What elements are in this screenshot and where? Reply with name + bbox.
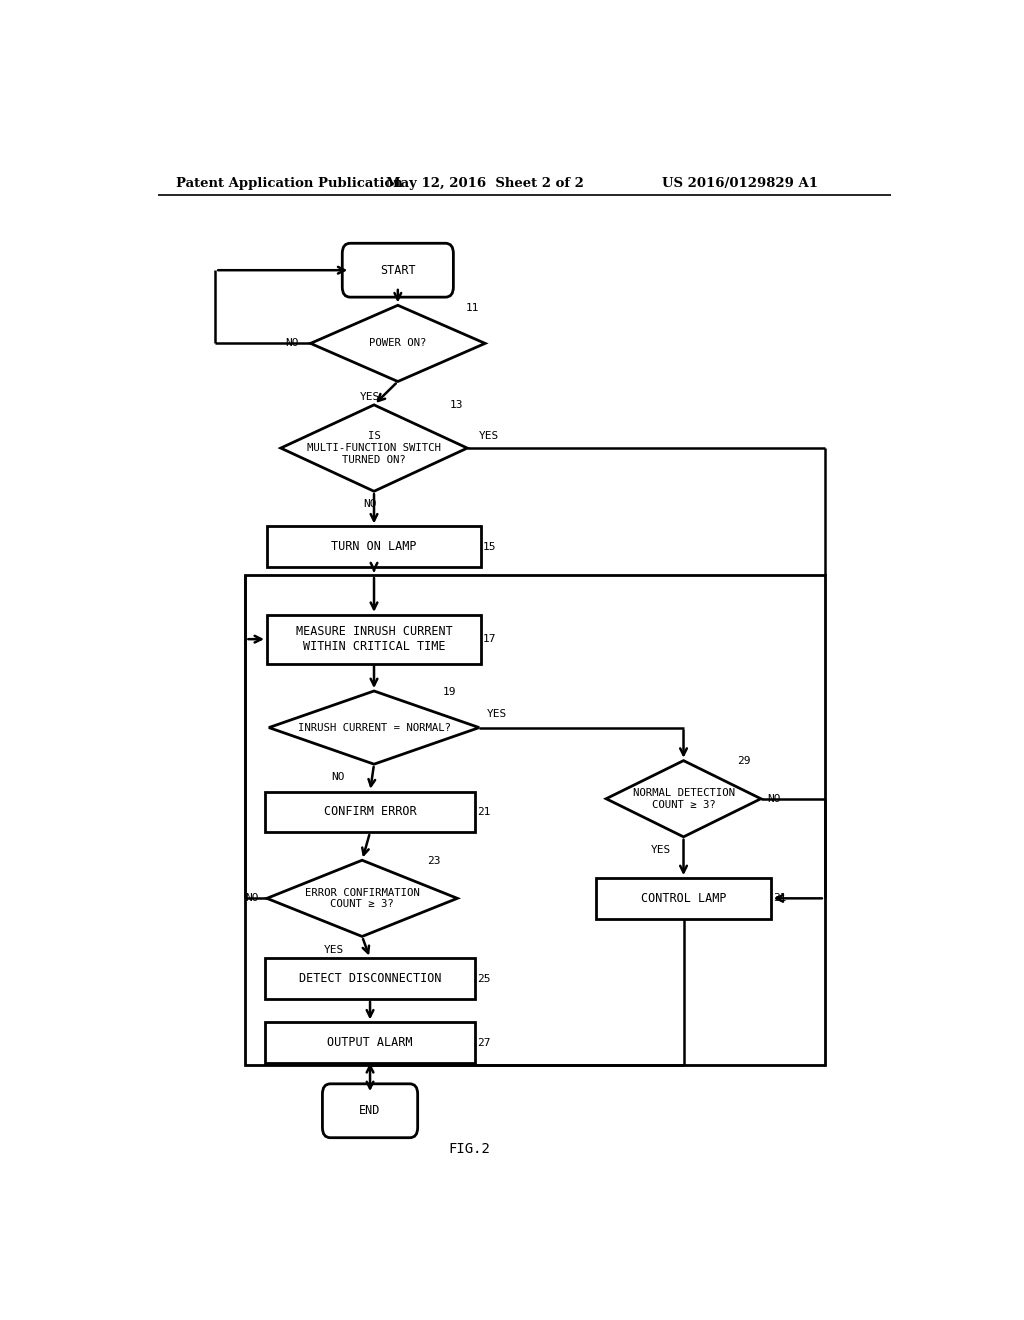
Text: US 2016/0129829 A1: US 2016/0129829 A1 <box>663 177 818 190</box>
Text: START: START <box>380 264 416 277</box>
Text: CONTROL LAMP: CONTROL LAMP <box>641 892 726 904</box>
Text: MEASURE INRUSH CURRENT
WITHIN CRITICAL TIME: MEASURE INRUSH CURRENT WITHIN CRITICAL T… <box>296 626 453 653</box>
Polygon shape <box>269 690 479 764</box>
Text: NO: NO <box>285 338 299 348</box>
Text: NO: NO <box>364 499 377 510</box>
Text: 13: 13 <box>450 400 463 411</box>
Text: 23: 23 <box>427 855 440 866</box>
Text: NO: NO <box>332 772 345 783</box>
Text: CONFIRM ERROR: CONFIRM ERROR <box>324 805 417 818</box>
Text: INRUSH CURRENT = NORMAL?: INRUSH CURRENT = NORMAL? <box>298 722 451 733</box>
Polygon shape <box>606 760 761 837</box>
Bar <box>246 576 824 1065</box>
Bar <box>265 958 475 999</box>
Bar <box>265 792 475 833</box>
FancyBboxPatch shape <box>323 1084 418 1138</box>
Text: YES: YES <box>487 709 507 719</box>
Polygon shape <box>281 405 467 491</box>
Text: FIG.2: FIG.2 <box>449 1142 490 1156</box>
Text: NORMAL DETECTION
COUNT ≥ 3?: NORMAL DETECTION COUNT ≥ 3? <box>633 788 734 809</box>
Text: YES: YES <box>359 392 380 401</box>
Text: TURN ON LAMP: TURN ON LAMP <box>332 540 417 553</box>
Text: Patent Application Publication: Patent Application Publication <box>176 177 402 190</box>
Text: OUTPUT ALARM: OUTPUT ALARM <box>328 1036 413 1049</box>
Text: 29: 29 <box>737 756 751 766</box>
Text: ERROR CONFIRMATION
COUNT ≥ 3?: ERROR CONFIRMATION COUNT ≥ 3? <box>305 887 420 909</box>
Bar <box>596 878 771 919</box>
Text: 25: 25 <box>477 974 490 983</box>
Text: END: END <box>359 1105 381 1117</box>
Text: 21: 21 <box>477 807 490 817</box>
Text: POWER ON?: POWER ON? <box>369 338 427 348</box>
Text: 27: 27 <box>477 1038 490 1048</box>
Text: 17: 17 <box>482 634 497 644</box>
Text: May 12, 2016  Sheet 2 of 2: May 12, 2016 Sheet 2 of 2 <box>386 177 584 190</box>
Text: NO: NO <box>246 894 259 903</box>
Text: 11: 11 <box>465 302 479 313</box>
Bar <box>267 527 481 568</box>
Text: 19: 19 <box>443 686 457 697</box>
Text: 15: 15 <box>482 541 497 552</box>
Text: IS
MULTI-FUNCTION SWITCH
TURNED ON?: IS MULTI-FUNCTION SWITCH TURNED ON? <box>307 432 441 465</box>
Text: DETECT DISCONNECTION: DETECT DISCONNECTION <box>299 972 441 985</box>
Text: YES: YES <box>651 845 672 855</box>
Text: 31: 31 <box>773 894 786 903</box>
Bar <box>265 1022 475 1063</box>
Polygon shape <box>267 861 458 936</box>
Text: YES: YES <box>325 945 344 954</box>
Text: NO: NO <box>767 793 780 804</box>
FancyBboxPatch shape <box>342 243 454 297</box>
Polygon shape <box>310 305 485 381</box>
Bar <box>267 615 481 664</box>
Text: YES: YES <box>479 430 500 441</box>
